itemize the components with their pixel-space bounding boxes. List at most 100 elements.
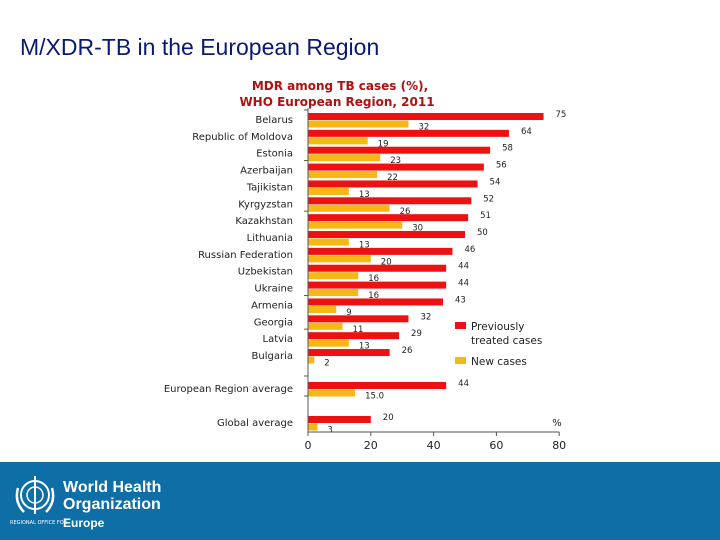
bar-previously-treated [308, 231, 465, 239]
legend-label-new-cases: New cases [471, 356, 527, 368]
bar-new-cases [308, 272, 359, 280]
value-label-new-cases: 13 [359, 241, 370, 251]
bar-new-cases [308, 289, 359, 297]
category-label: Russian Federation [198, 250, 293, 261]
value-label-previously-treated: 44 [458, 262, 469, 272]
value-label-new-cases: 19 [378, 139, 389, 149]
value-label-previously-treated: 46 [464, 245, 475, 255]
bar-previously-treated [308, 382, 447, 389]
value-label-previously-treated: 26 [402, 346, 413, 356]
bar-previously-treated [308, 214, 469, 222]
bar-previously-treated [308, 247, 453, 255]
slide-title: M/XDR-TB in the European Region [20, 34, 380, 60]
bar-previously-treated [308, 298, 444, 306]
value-label-new-cases: 20 [381, 257, 392, 267]
value-label-new-cases: 16 [368, 291, 379, 301]
chart-title: MDR among TB cases (%), [252, 79, 428, 93]
bar-new-cases [308, 171, 378, 179]
category-label: Bulgaria [252, 351, 293, 362]
value-label-previously-treated: 64 [521, 127, 532, 137]
value-label-new-cases: 2 [324, 359, 329, 369]
value-label-new-cases: 30 [412, 224, 423, 234]
category-label: Armenia [251, 300, 293, 311]
bar-previously-treated [308, 281, 447, 289]
x-tick-label: 60 [489, 439, 503, 452]
bar-new-cases [308, 204, 390, 212]
category-label: Republic of Moldova [192, 132, 293, 143]
footer-band: World Health Organization REGIONAL OFFIC… [0, 462, 720, 540]
value-label-new-cases: 16 [368, 274, 379, 284]
value-label-new-cases: 22 [387, 173, 398, 183]
bar-previously-treated [308, 349, 390, 357]
mdr-bar-chart: MDR among TB cases (%), WHO European Reg… [164, 79, 567, 452]
category-label: Estonia [256, 149, 293, 160]
value-label-previously-treated: 51 [480, 211, 491, 221]
region-label: Europe [63, 516, 105, 530]
value-label-new-cases: 11 [353, 325, 364, 335]
legend-label-previously-treated: Previously [471, 321, 525, 333]
bar-previously-treated [308, 129, 509, 137]
value-label-previously-treated: 29 [411, 329, 422, 339]
value-label-new-cases: 32 [418, 123, 429, 133]
value-label-previously-treated: 75 [556, 110, 567, 120]
legend-swatch-previously-treated [455, 322, 466, 329]
bar-new-cases [308, 423, 318, 431]
legend: Previously treated cases New cases [455, 321, 542, 368]
bar-previously-treated [308, 264, 447, 272]
category-label: Belarus [255, 115, 293, 126]
category-label: Georgia [254, 317, 293, 328]
regional-office-label: REGIONAL OFFICE FOR [10, 520, 68, 526]
category-label: European Region average [164, 384, 293, 395]
value-label-new-cases: 3 [327, 426, 332, 436]
category-label: Latvia [263, 334, 293, 345]
bar-previously-treated [308, 416, 371, 423]
org-name-line2: Organization [63, 496, 161, 513]
value-label-new-cases: 15.0 [365, 392, 384, 402]
bar-previously-treated [308, 163, 484, 171]
bar-previously-treated [308, 180, 478, 188]
bar-new-cases [308, 238, 349, 246]
bar-previously-treated [308, 113, 544, 120]
x-tick-label: 40 [427, 439, 441, 452]
category-label: Global average [217, 418, 293, 429]
value-label-new-cases: 13 [359, 190, 370, 200]
value-label-previously-treated: 43 [455, 295, 466, 305]
chart-subtitle: WHO European Region, 2011 [239, 95, 434, 109]
bar-new-cases [308, 322, 343, 330]
legend-label-previously-treated-line2: treated cases [471, 335, 542, 347]
category-label: Uzbekistan [238, 267, 293, 278]
who-emblem-icon [15, 476, 55, 514]
bar-new-cases [308, 221, 403, 229]
bar-new-cases [308, 389, 356, 397]
value-label-previously-treated: 32 [420, 312, 431, 322]
bar-new-cases [308, 255, 371, 263]
org-name-line1: World Health [63, 479, 162, 496]
bar-new-cases [308, 339, 349, 347]
value-label-new-cases: 9 [346, 308, 351, 318]
bar-new-cases [308, 120, 409, 128]
legend-swatch-new-cases [455, 357, 466, 364]
value-label-previously-treated: 52 [483, 194, 494, 204]
value-label-previously-treated: 56 [496, 161, 507, 171]
bar-new-cases [308, 137, 368, 145]
value-label-previously-treated: 54 [490, 177, 501, 187]
x-tick-label: 20 [364, 439, 378, 452]
bar-previously-treated [308, 332, 400, 340]
category-label: Kazakhstan [235, 216, 293, 227]
value-label-new-cases: 26 [400, 207, 411, 217]
x-tick-label: 0 [305, 439, 312, 452]
value-label-previously-treated: 44 [458, 279, 469, 289]
category-label: Kyrgyzstan [238, 199, 293, 210]
value-label-previously-treated: 50 [477, 228, 488, 238]
category-label: Ukraine [254, 284, 293, 295]
category-label: Lithuania [247, 233, 293, 244]
bar-new-cases [308, 154, 381, 162]
bar-new-cases [308, 187, 349, 195]
category-label: Tajikistan [246, 182, 293, 193]
value-label-previously-treated: 20 [383, 413, 394, 423]
value-label-new-cases: 13 [359, 342, 370, 352]
bar-previously-treated [308, 197, 472, 205]
bar-previously-treated [308, 146, 491, 154]
category-label: Azerbaijan [240, 166, 293, 177]
value-label-new-cases: 23 [390, 156, 401, 166]
